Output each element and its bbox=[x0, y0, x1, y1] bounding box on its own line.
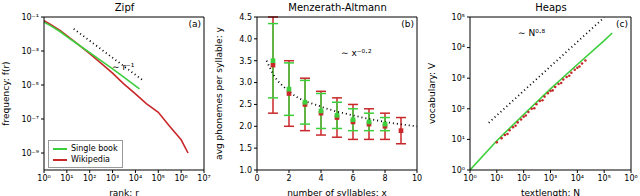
svg-text:3.0: 3.0 bbox=[239, 78, 252, 87]
html-text:∼ x⁻⁰·²: ∼ x⁻⁰·² bbox=[341, 48, 372, 58]
svg-text:10²: 10² bbox=[83, 174, 96, 183]
svg-text:10³: 10³ bbox=[106, 174, 119, 183]
svg-text:2: 2 bbox=[286, 174, 291, 183]
html-text:(b): (b) bbox=[401, 19, 414, 29]
svg-text:4: 4 bbox=[318, 174, 323, 183]
svg-text:10⁰: 10⁰ bbox=[463, 174, 476, 183]
html-text:Wikipedia: Wikipedia bbox=[71, 155, 110, 164]
svg-text:4.0: 4.0 bbox=[239, 35, 252, 44]
html-text:∼ N⁰·⁸: ∼ N⁰·⁸ bbox=[518, 28, 546, 38]
svg-text:avg phonemes per syllable: y: avg phonemes per syllable: y bbox=[214, 26, 224, 159]
svg-text:10⁵: 10⁵ bbox=[152, 174, 165, 183]
svg-text:2.5: 2.5 bbox=[239, 100, 252, 109]
svg-text:vocabulary: V: vocabulary: V bbox=[427, 62, 437, 124]
svg-text:10⁷: 10⁷ bbox=[197, 174, 210, 183]
svg-text:10⁰: 10⁰ bbox=[37, 174, 50, 183]
svg-text:4.5: 4.5 bbox=[239, 13, 252, 22]
html-text:(a): (a) bbox=[188, 19, 201, 29]
svg-text:rank: r: rank: r bbox=[109, 188, 139, 196]
svg-text:10⁵: 10⁵ bbox=[452, 13, 465, 22]
svg-text:10⁶: 10⁶ bbox=[174, 174, 187, 183]
svg-text:10¹: 10¹ bbox=[490, 174, 503, 183]
svg-text:10²: 10² bbox=[452, 105, 465, 114]
svg-text:number of syllables: x: number of syllables: x bbox=[287, 188, 387, 196]
svg-text:2.0: 2.0 bbox=[239, 122, 252, 131]
svg-text:10³: 10³ bbox=[452, 74, 465, 83]
html-text:Heaps: Heaps bbox=[535, 2, 567, 13]
svg-text:10⁶: 10⁶ bbox=[624, 174, 632, 183]
svg-text:10²: 10² bbox=[517, 174, 530, 183]
svg-text:10: 10 bbox=[412, 174, 422, 183]
svg-text:10¹: 10¹ bbox=[452, 135, 465, 144]
svg-text:0: 0 bbox=[254, 174, 259, 183]
svg-text:10⁻⁹: 10⁻⁹ bbox=[21, 149, 39, 158]
svg-text:3.5: 3.5 bbox=[239, 57, 252, 66]
svg-text:1.5: 1.5 bbox=[239, 144, 252, 153]
html-text:Zipf: Zipf bbox=[114, 2, 135, 13]
svg-text:10⁻³: 10⁻³ bbox=[21, 47, 39, 56]
svg-text:10¹: 10¹ bbox=[60, 174, 73, 183]
svg-text:8: 8 bbox=[382, 174, 387, 183]
svg-text:6: 6 bbox=[350, 174, 355, 183]
svg-text:textlength: N: textlength: N bbox=[521, 188, 580, 196]
html-text:∼ r⁻¹: ∼ r⁻¹ bbox=[112, 62, 135, 72]
svg-text:10⁵: 10⁵ bbox=[597, 174, 610, 183]
svg-text:frequency: f(r): frequency: f(r) bbox=[8, 61, 11, 125]
svg-text:10⁴: 10⁴ bbox=[129, 174, 142, 183]
svg-text:10⁻⁷: 10⁻⁷ bbox=[21, 115, 39, 124]
html-text:(c): (c) bbox=[616, 19, 628, 29]
svg-text:10⁴: 10⁴ bbox=[452, 43, 465, 52]
html-text:Menzerath-Altmann: Menzerath-Altmann bbox=[288, 2, 387, 13]
svg-text:10³: 10³ bbox=[544, 174, 557, 183]
svg-text:10⁴: 10⁴ bbox=[571, 174, 584, 183]
svg-text:10⁰: 10⁰ bbox=[452, 166, 465, 175]
html-text:Single book: Single book bbox=[71, 144, 118, 153]
svg-text:10⁻⁵: 10⁻⁵ bbox=[21, 81, 39, 90]
svg-text:1.0: 1.0 bbox=[239, 166, 252, 175]
svg-text:10⁻¹: 10⁻¹ bbox=[21, 13, 39, 22]
